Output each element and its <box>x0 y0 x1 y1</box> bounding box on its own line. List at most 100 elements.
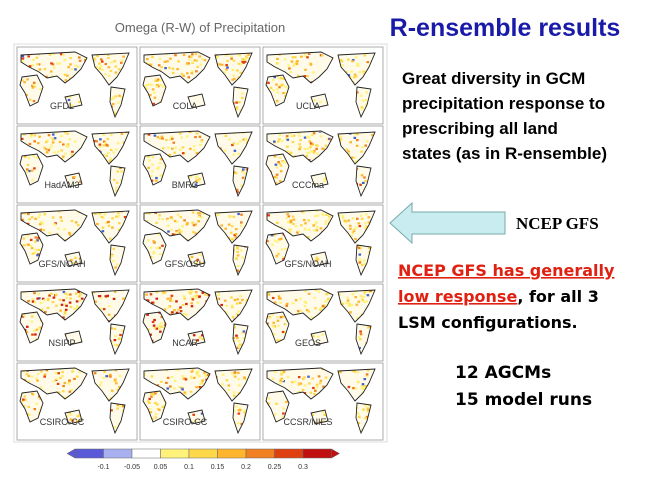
map-cell <box>239 224 243 227</box>
map-cell <box>24 398 27 401</box>
map-cell <box>292 222 295 225</box>
map-cell <box>119 166 122 169</box>
map-cell <box>102 133 105 137</box>
map-cell <box>367 290 370 293</box>
map-cell <box>324 222 327 225</box>
map-cell <box>43 146 46 149</box>
map-cell <box>346 299 350 302</box>
map-cell <box>356 380 360 383</box>
map-cell <box>104 62 108 66</box>
map-cell <box>274 163 278 166</box>
map-cell <box>159 322 163 325</box>
map-cell <box>171 147 174 150</box>
map-cell <box>361 298 364 302</box>
map-cell <box>237 339 241 343</box>
coastline <box>265 390 290 423</box>
map-cell <box>365 103 368 106</box>
map-cell <box>350 304 353 307</box>
map-cell <box>196 339 199 342</box>
map-cell <box>152 250 156 254</box>
map-cell <box>67 382 71 385</box>
map-cell <box>337 293 341 296</box>
map-cell <box>28 413 31 416</box>
map-cell <box>366 140 369 143</box>
map-cell <box>147 154 150 158</box>
map-cell <box>162 85 165 88</box>
map-cell <box>37 216 41 219</box>
map-cell <box>304 228 307 231</box>
map-cell <box>241 331 244 334</box>
map-cell <box>23 244 26 247</box>
map-cell <box>352 228 356 231</box>
map-cell <box>184 392 187 396</box>
map-cell <box>360 106 364 109</box>
coastline <box>19 232 44 265</box>
map-cell <box>173 309 176 312</box>
coastline <box>266 288 334 321</box>
map-cell <box>345 148 349 151</box>
map-cell <box>56 382 60 385</box>
map-cell <box>362 259 366 262</box>
map-cell <box>145 299 149 302</box>
map-cell <box>56 62 59 65</box>
map-cell <box>353 136 357 139</box>
map-cell <box>271 313 274 316</box>
map-cell <box>341 215 345 218</box>
map-cell <box>150 83 153 86</box>
map-cell <box>168 66 171 69</box>
map-cell <box>364 417 367 420</box>
map-cell <box>359 183 362 186</box>
coastline <box>20 209 88 242</box>
map-cell <box>286 150 290 153</box>
map-cell <box>51 63 55 66</box>
map-cell <box>195 151 199 155</box>
map-cell <box>280 237 283 240</box>
coastline <box>355 323 372 356</box>
map-cell <box>75 292 78 295</box>
map-cell <box>360 150 363 153</box>
map-cell <box>26 78 29 81</box>
map-cell <box>170 217 174 220</box>
map-cell <box>74 64 78 67</box>
map-cell <box>29 244 33 247</box>
map-cell <box>32 83 35 86</box>
map-cell <box>113 290 117 293</box>
map-cell <box>231 238 234 241</box>
map-cell <box>59 376 62 379</box>
colorbar-label: 0.15 <box>211 464 225 471</box>
map-cell <box>158 311 161 314</box>
map-cell <box>112 247 116 250</box>
map-cell <box>171 311 174 314</box>
map-cell <box>291 302 295 305</box>
map-cell <box>233 371 237 374</box>
map-cell <box>323 180 326 183</box>
map-cell <box>358 258 362 261</box>
map-cell <box>117 211 120 214</box>
map-cell <box>218 63 221 66</box>
map-cell <box>310 150 313 153</box>
map-cell <box>299 146 302 149</box>
map-cell <box>195 70 198 73</box>
map-cell <box>272 234 276 237</box>
map-cell <box>199 143 202 146</box>
map-cell <box>236 190 239 194</box>
map-cell <box>20 400 24 404</box>
map-cell <box>286 145 289 148</box>
map-cell <box>191 221 194 224</box>
map-cell <box>243 409 246 412</box>
map-cell <box>275 173 279 176</box>
map-cell <box>109 374 112 377</box>
colorbar-segment <box>302 448 332 459</box>
coastline <box>310 409 329 425</box>
map-cell <box>241 298 244 301</box>
map-cell <box>279 316 283 319</box>
map-cell <box>36 63 39 66</box>
map-cell <box>63 310 67 313</box>
map-cell <box>185 313 188 317</box>
map-cell <box>312 224 315 227</box>
map-cell <box>347 385 351 389</box>
map-cell <box>23 81 26 84</box>
coastline <box>143 367 211 400</box>
map-cell <box>107 56 110 60</box>
map-cell <box>175 220 179 223</box>
